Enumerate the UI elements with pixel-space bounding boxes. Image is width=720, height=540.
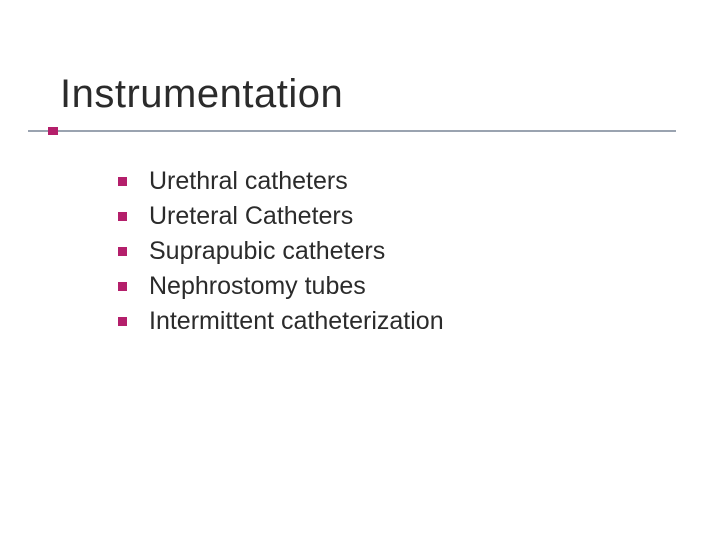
list-item-text: Suprapubic catheters: [149, 235, 385, 267]
bullet-icon: [118, 282, 127, 291]
bullet-icon: [118, 177, 127, 186]
content-area: Urethral catheters Ureteral Catheters Su…: [118, 165, 444, 340]
bullet-icon: [118, 247, 127, 256]
list-item-text: Ureteral Catheters: [149, 200, 353, 232]
slide-title: Instrumentation: [60, 72, 343, 117]
list-item-text: Intermittent catheterization: [149, 305, 444, 337]
list-item-text: Urethral catheters: [149, 165, 348, 197]
bullet-list: Urethral catheters Ureteral Catheters Su…: [118, 165, 444, 337]
slide: Instrumentation Urethral catheters Urete…: [0, 0, 720, 540]
title-container: Instrumentation: [60, 72, 343, 117]
bullet-icon: [118, 317, 127, 326]
list-item: Urethral catheters: [118, 165, 444, 197]
list-item: Nephrostomy tubes: [118, 270, 444, 302]
list-item: Suprapubic catheters: [118, 235, 444, 267]
title-accent-square: [48, 127, 58, 135]
list-item: Ureteral Catheters: [118, 200, 444, 232]
bullet-icon: [118, 212, 127, 221]
list-item-text: Nephrostomy tubes: [149, 270, 366, 302]
list-item: Intermittent catheterization: [118, 305, 444, 337]
title-underline: [28, 130, 676, 132]
